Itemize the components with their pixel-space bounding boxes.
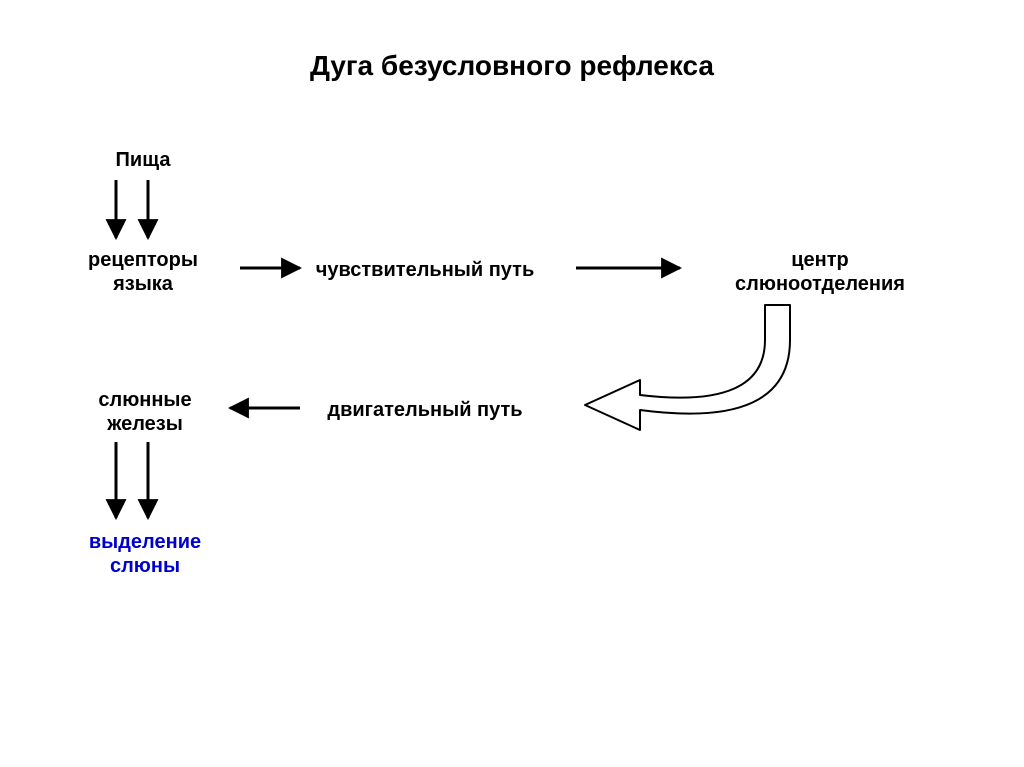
diagram-title: Дуга безусловного рефлекса — [0, 50, 1024, 82]
arrows-layer — [0, 0, 1024, 767]
node-sensory-path: чувствительный путь — [305, 258, 545, 282]
node-food: Пища — [88, 148, 198, 172]
curved-block-arrow — [585, 305, 790, 430]
node-receptors: рецепторы языка — [53, 248, 233, 296]
diagram-canvas: Дуга безусловного рефлекса Пища рецептор… — [0, 0, 1024, 767]
node-result: выделение слюны — [60, 530, 230, 578]
node-center: центр слюноотделения — [700, 248, 940, 296]
node-glands: слюнные железы — [60, 388, 230, 436]
node-motor-path: двигательный путь — [310, 398, 540, 422]
